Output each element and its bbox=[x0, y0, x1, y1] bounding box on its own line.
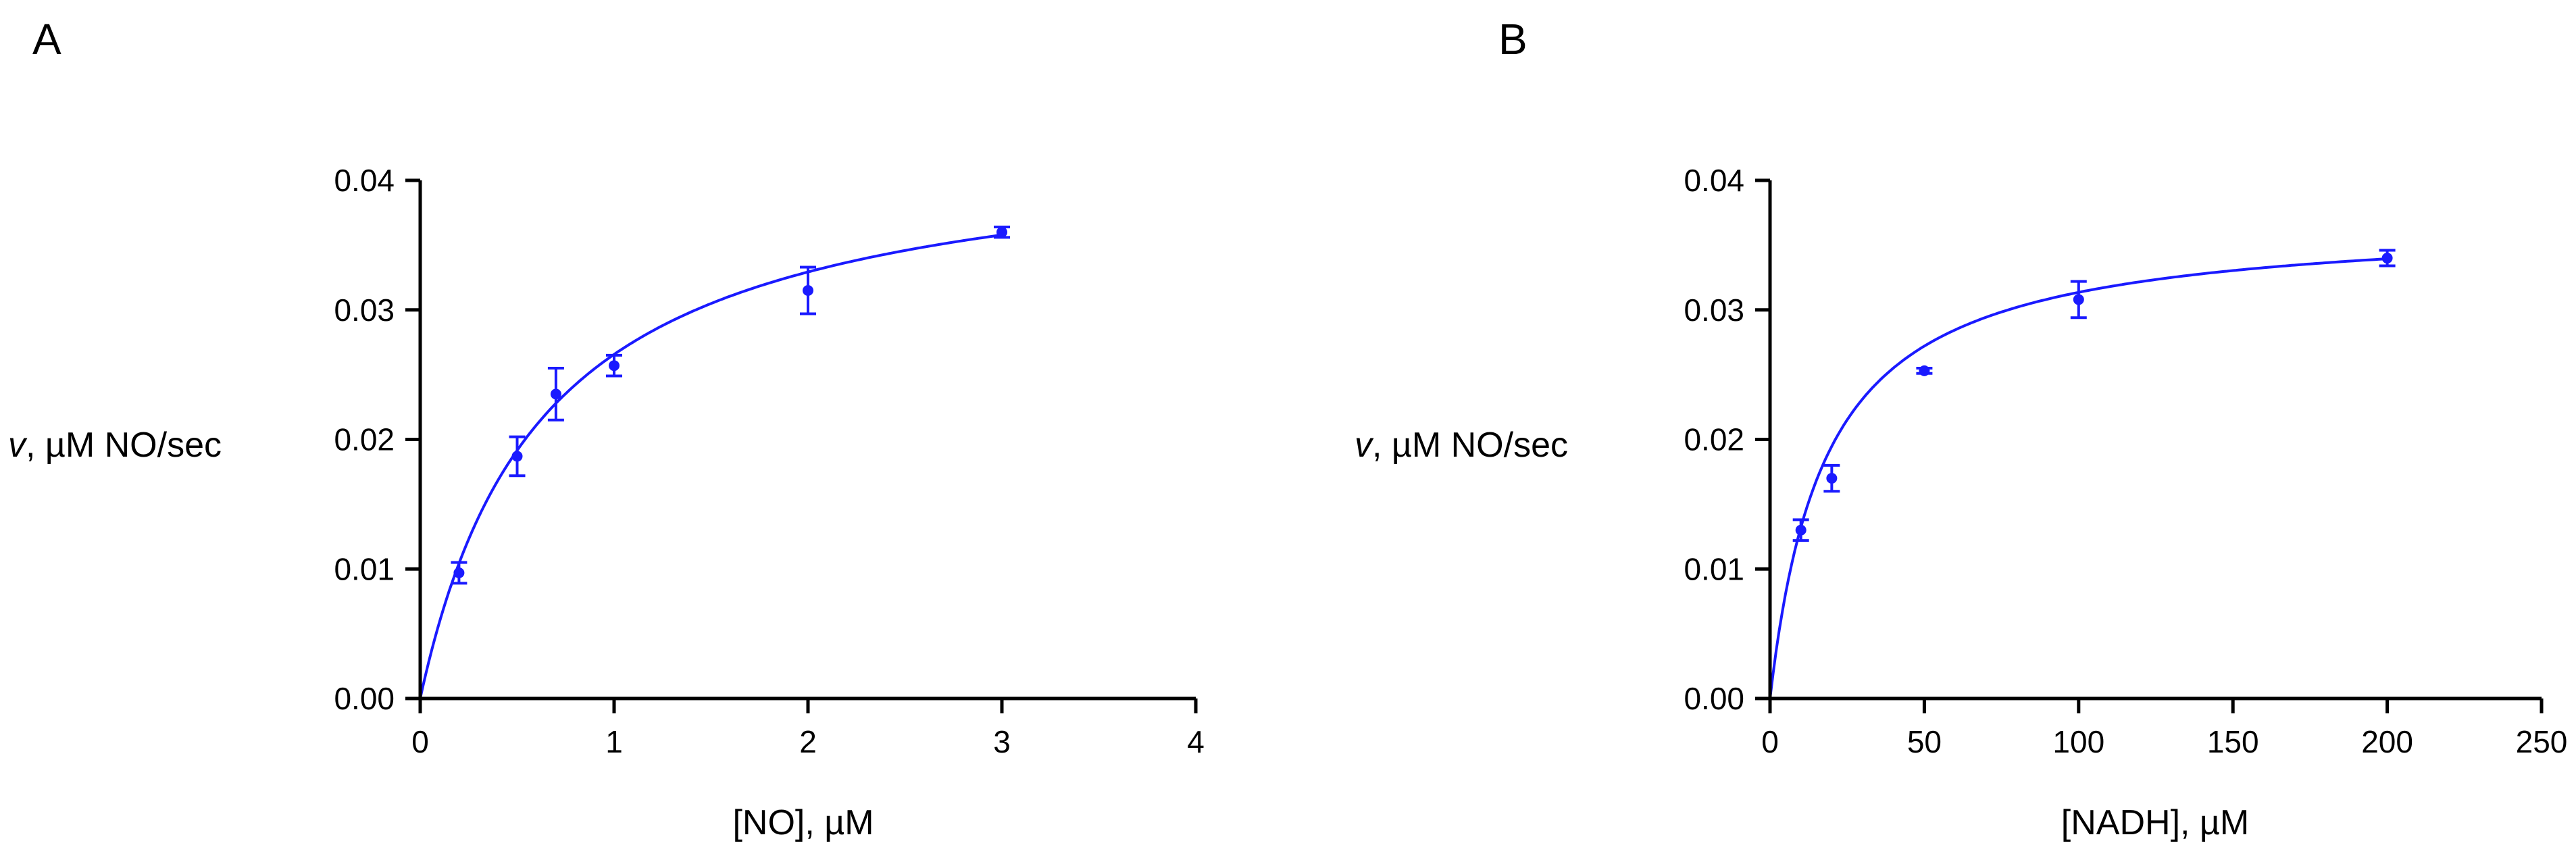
y-tick-label: 0.04 bbox=[1684, 163, 1744, 198]
data-point bbox=[803, 284, 813, 296]
y-tick-label: 0.03 bbox=[334, 293, 395, 328]
y-tick-label: 0.02 bbox=[1684, 422, 1744, 457]
x-tick-label: 150 bbox=[2207, 724, 2259, 759]
x-tick-label: 0 bbox=[411, 724, 429, 759]
x-axis-title: [NADH], µM bbox=[2061, 803, 2249, 842]
panel-letter: A bbox=[32, 15, 61, 63]
x-tick-label: 2 bbox=[799, 724, 817, 759]
data-point bbox=[2381, 253, 2393, 264]
data-point bbox=[2073, 294, 2084, 305]
data-point bbox=[1919, 365, 1930, 376]
data-point bbox=[453, 567, 465, 579]
y-axis-title: v, µM NO/sec bbox=[8, 426, 222, 465]
data-point bbox=[609, 360, 620, 372]
x-tick-label: 250 bbox=[2516, 724, 2568, 759]
y-axis-title-rest: , µM NO/sec bbox=[1372, 426, 1568, 465]
panel-letter: B bbox=[1498, 15, 1527, 63]
data-point bbox=[996, 226, 1007, 238]
data-point bbox=[511, 451, 523, 462]
data-point bbox=[1795, 524, 1807, 536]
x-tick-label: 4 bbox=[1187, 724, 1205, 759]
data-point bbox=[1826, 473, 1838, 484]
y-tick-label: 0.02 bbox=[334, 422, 395, 457]
data-point bbox=[550, 388, 561, 400]
fit-curve bbox=[419, 233, 1003, 699]
chart-panel-b: B 0 50 100 150 200 250 0.00 0.01 0.02 0.03 0.04 [N… bbox=[1355, 15, 2567, 842]
x-tick-label: 100 bbox=[2052, 724, 2104, 759]
y-tick-label: 0.00 bbox=[1684, 681, 1744, 716]
y-tick-label: 0.00 bbox=[334, 681, 395, 716]
chart-panel-a: A 0 1 2 3 4 0.00 0.01 0.02 0.03 0.04 [NO], µM v, … bbox=[8, 15, 1205, 842]
y-tick-label: 0.01 bbox=[1684, 551, 1744, 586]
y-tick-label: 0.03 bbox=[1684, 293, 1744, 328]
y-tick-label: 0.01 bbox=[334, 551, 395, 586]
x-tick-label: 0 bbox=[1761, 724, 1779, 759]
y-axis-title-rest: , µM NO/sec bbox=[26, 426, 222, 465]
x-tick-label: 200 bbox=[2361, 724, 2413, 759]
fit-curve bbox=[1769, 257, 2388, 699]
x-tick-label: 1 bbox=[605, 724, 623, 759]
y-axis-title-italic: v bbox=[8, 426, 28, 465]
x-axis-title: [NO], µM bbox=[732, 803, 874, 842]
y-axis-title-italic: v bbox=[1355, 426, 1374, 465]
x-tick-label: 50 bbox=[1907, 724, 1942, 759]
x-tick-label: 3 bbox=[993, 724, 1011, 759]
y-tick-label: 0.04 bbox=[334, 163, 395, 198]
y-axis-title: v, µM NO/sec bbox=[1355, 426, 1568, 465]
